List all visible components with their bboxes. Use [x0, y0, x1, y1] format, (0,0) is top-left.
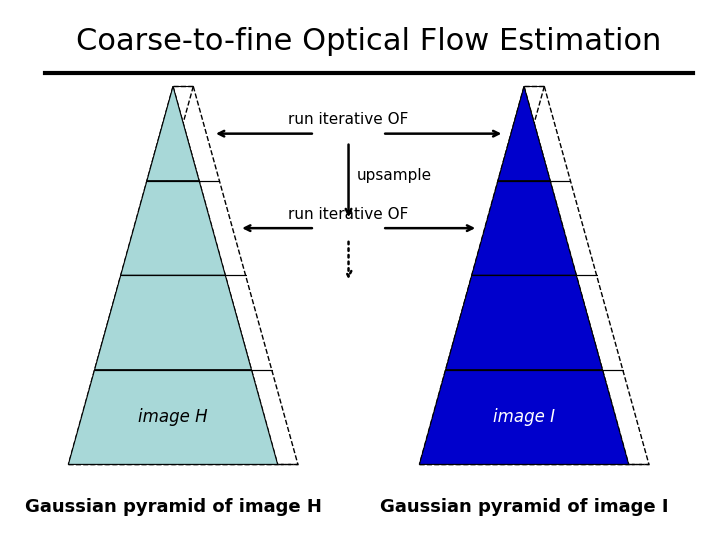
Text: Coarse-to-fine Optical Flow Estimation: Coarse-to-fine Optical Flow Estimation — [76, 27, 662, 56]
Polygon shape — [121, 181, 225, 275]
Polygon shape — [446, 275, 603, 370]
Polygon shape — [472, 181, 577, 275]
Polygon shape — [147, 86, 199, 181]
Polygon shape — [94, 275, 251, 370]
Text: Gaussian pyramid of image I: Gaussian pyramid of image I — [379, 498, 668, 516]
Text: run iterative OF: run iterative OF — [288, 112, 409, 127]
Text: run iterative OF: run iterative OF — [288, 207, 409, 221]
Polygon shape — [420, 370, 629, 464]
Text: Gaussian pyramid of image H: Gaussian pyramid of image H — [24, 498, 321, 516]
Text: image I: image I — [493, 408, 555, 426]
Text: upsample: upsample — [356, 168, 432, 183]
Polygon shape — [498, 86, 550, 181]
Polygon shape — [68, 370, 278, 464]
Text: image H: image H — [138, 408, 208, 426]
